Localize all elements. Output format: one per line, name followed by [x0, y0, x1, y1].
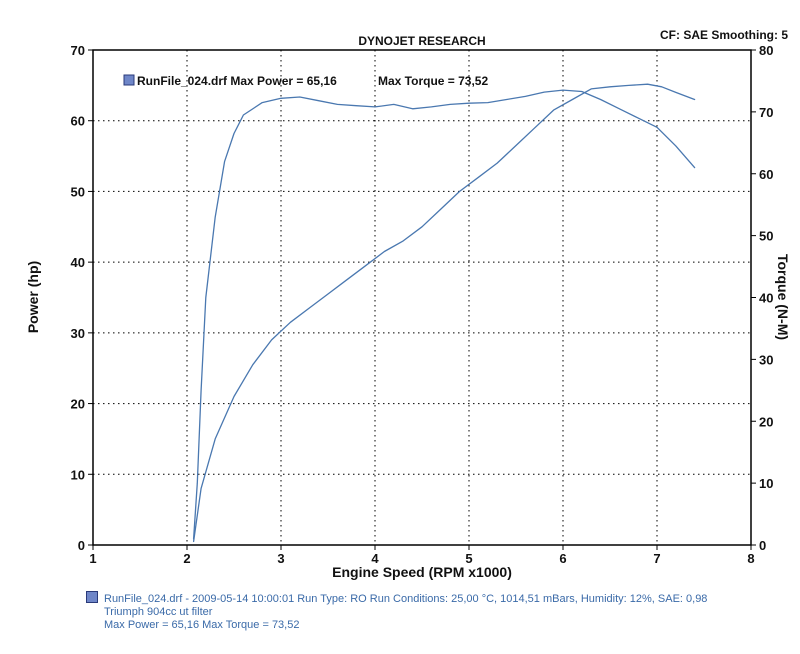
- footer-run-details: RunFile_024.drf - 2009-05-14 10:00:01 Ru…: [104, 593, 708, 605]
- y-tick-label: 20: [71, 397, 85, 412]
- y2-tick-label: 60: [759, 167, 773, 182]
- power-curve: [192, 83, 696, 543]
- footer-line-3: Max Power = 65,16 Max Torque = 73,52: [104, 619, 300, 631]
- y-tick-label: 10: [71, 467, 85, 482]
- y2-tick-label: 10: [759, 476, 773, 491]
- y-tick-label: 70: [71, 43, 85, 58]
- footer-line-1: RunFile_024.drf - 2009-05-14 10:00:01 Ru…: [86, 591, 707, 606]
- x-tick-label: 1: [89, 551, 96, 566]
- legend-swatch: [123, 74, 135, 86]
- x-tick-label: 6: [559, 551, 566, 566]
- chart-title: DYNOJET RESEARCH: [358, 34, 485, 48]
- torque-curve: [192, 89, 696, 540]
- x-axis: 1 2 3 4 5 6 7 8: [89, 545, 755, 566]
- y2-tick-label: 0: [759, 538, 766, 553]
- footer-line-2: Triumph 904cc ut filter: [104, 606, 213, 618]
- chart-legend: RunFile_024.drf Max Power = 65,16 Max To…: [123, 74, 488, 88]
- y2-tick-label: 40: [759, 291, 773, 306]
- x-tick-label: 8: [747, 551, 754, 566]
- x-tick-label: 5: [465, 551, 472, 566]
- x-tick-label: 4: [371, 551, 379, 566]
- legend-torque-label: Max Torque = 73,52: [378, 74, 488, 88]
- y-tick-label: 50: [71, 184, 85, 199]
- legend-run-label: RunFile_024.drf Max Power = 65,16: [137, 74, 337, 88]
- footer-swatch: [86, 591, 98, 603]
- cf-smoothing-info: CF: SAE Smoothing: 5: [660, 28, 788, 42]
- y2-tick-label: 50: [759, 229, 773, 244]
- grid: [93, 50, 751, 545]
- x-tick-label: 7: [653, 551, 660, 566]
- run-info-footer: RunFile_024.drf - 2009-05-14 10:00:01 Ru…: [86, 591, 707, 632]
- y-tick-label: 60: [71, 114, 85, 129]
- y-tick-label: 40: [71, 255, 85, 270]
- y-tick-label: 0: [78, 538, 85, 553]
- y-axis-left-title: Power (hp): [25, 261, 41, 333]
- x-tick-label: 3: [277, 551, 284, 566]
- x-axis-title: Engine Speed (RPM x1000): [332, 564, 512, 580]
- y-axis-left: 0 10 20 30 40 50 60 70: [71, 43, 93, 553]
- series: [192, 83, 696, 543]
- y2-tick-label: 80: [759, 43, 773, 58]
- plot-frame: [92, 49, 752, 546]
- y2-tick-label: 20: [759, 414, 773, 429]
- y2-tick-label: 70: [759, 105, 773, 120]
- y2-tick-label: 30: [759, 352, 773, 367]
- y-axis-right: 0 10 20 30 40 50 60 70 80: [751, 43, 773, 553]
- y-axis-right-title: Torque (N-M): [775, 254, 791, 340]
- y-tick-label: 30: [71, 326, 85, 341]
- x-tick-label: 2: [183, 551, 190, 566]
